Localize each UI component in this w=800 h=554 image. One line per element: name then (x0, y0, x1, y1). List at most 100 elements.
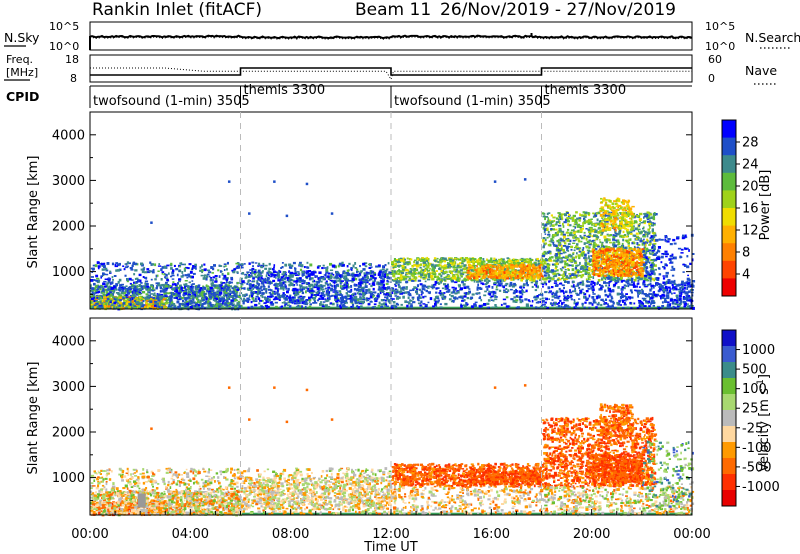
backscatter-cell (325, 293, 329, 295)
backscatter-cell (396, 295, 399, 298)
backscatter-cell (438, 283, 441, 285)
backscatter-cell (270, 304, 273, 306)
backscatter-cell (463, 292, 466, 294)
backscatter-cell (319, 294, 323, 298)
backscatter-cell (123, 291, 126, 295)
backscatter-cell (422, 296, 425, 299)
backscatter-cell (436, 275, 440, 279)
backscatter-cell (333, 287, 337, 290)
backscatter-cell (560, 247, 563, 250)
backscatter-cell (628, 238, 631, 241)
backscatter-cell (270, 273, 274, 276)
backscatter-cell (372, 272, 374, 274)
backscatter-cell (227, 293, 230, 296)
backscatter-cell (275, 305, 278, 308)
backscatter-cell (205, 306, 210, 310)
backscatter-cell (267, 277, 270, 280)
backscatter-cell (289, 279, 293, 281)
backscatter-cell (276, 271, 280, 274)
backscatter-cell (654, 213, 658, 216)
backscatter-cell (467, 273, 470, 276)
backscatter-cell (463, 279, 468, 281)
backscatter-cell (394, 260, 397, 263)
backscatter-cell (140, 262, 144, 266)
backscatter-cell (463, 259, 466, 262)
backscatter-cell (223, 263, 227, 265)
backscatter-cell (260, 294, 264, 297)
backscatter-cell (234, 293, 237, 297)
backscatter-cell (621, 247, 624, 250)
backscatter-cell (111, 292, 114, 295)
backscatter-cell (511, 273, 515, 277)
backscatter-cell (256, 281, 259, 285)
backscatter-cell (435, 270, 438, 272)
backscatter-cell (555, 228, 558, 231)
backscatter-cell (418, 275, 420, 278)
backscatter-cell (350, 294, 354, 296)
backscatter-cell (189, 287, 193, 290)
backscatter-cell (378, 276, 382, 279)
backscatter-cell (122, 307, 125, 310)
backscatter-cell (525, 304, 529, 308)
backscatter-cell (430, 263, 434, 266)
backscatter-cell (280, 305, 284, 308)
backscatter-cell (192, 289, 195, 293)
backscatter-cell (318, 280, 321, 283)
backscatter-cell (412, 298, 414, 301)
backscatter-cell (350, 273, 353, 276)
backscatter-cell (300, 298, 302, 300)
backscatter-cell (521, 278, 525, 280)
backscatter-cell (416, 296, 420, 299)
backscatter-cell (216, 291, 219, 295)
backscatter-cell (539, 305, 543, 309)
backscatter-cell (594, 228, 596, 232)
backscatter-cell (642, 256, 646, 259)
backscatter-cell (423, 284, 427, 288)
backscatter-cell (123, 268, 126, 271)
backscatter-cell (283, 305, 286, 307)
backscatter-cell (646, 241, 649, 244)
backscatter-cell (420, 305, 423, 308)
backscatter-cell (113, 285, 116, 289)
backscatter-cell (511, 268, 515, 271)
backscatter-cell (284, 283, 287, 287)
backscatter-cell (277, 279, 281, 282)
backscatter-cell (184, 274, 188, 277)
backscatter-cell (560, 249, 564, 251)
backscatter-cell (525, 260, 527, 263)
backscatter-cell (404, 300, 408, 303)
backscatter-cell (119, 285, 121, 288)
backscatter-cell (320, 285, 323, 288)
backscatter-cell (378, 272, 381, 275)
backscatter-cell (92, 279, 96, 281)
backscatter-cell (533, 261, 537, 265)
backscatter-cell (302, 296, 306, 298)
backscatter-cell (510, 284, 513, 287)
backscatter-cell (283, 273, 287, 277)
backscatter-cell (177, 287, 181, 290)
backscatter-cell (154, 304, 157, 307)
backscatter-cell (311, 294, 315, 297)
backscatter-cell (266, 282, 269, 285)
backscatter-cell (526, 271, 529, 274)
backscatter-cell (313, 286, 317, 289)
backscatter-cell (233, 289, 238, 292)
backscatter-cell (105, 300, 108, 303)
backscatter-cell (460, 275, 463, 278)
backscatter-cell (587, 251, 590, 255)
backscatter-cell (223, 300, 225, 302)
backscatter-cell (391, 298, 395, 300)
backscatter-cell (192, 301, 196, 304)
backscatter-cell (189, 306, 193, 309)
backscatter-cell (362, 298, 366, 301)
backscatter-cell (413, 260, 415, 264)
backscatter-cell (443, 298, 446, 300)
backscatter-cell (491, 260, 493, 264)
backscatter-cell (531, 300, 534, 303)
backscatter-cell (442, 293, 445, 297)
backscatter-cell (548, 240, 552, 243)
backscatter-cell (424, 274, 428, 277)
backscatter-cell (370, 274, 374, 278)
backscatter-cell (296, 300, 299, 303)
backscatter-cell (134, 303, 137, 306)
